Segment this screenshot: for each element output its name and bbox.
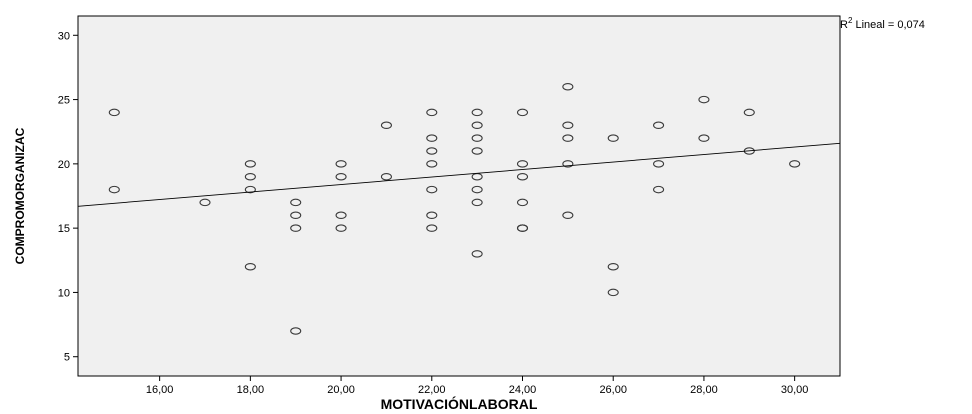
data-point [244, 172, 256, 181]
data-point [562, 211, 574, 220]
x-tick-label: 28,00 [690, 384, 718, 396]
y-tick-label: 25 [58, 95, 70, 107]
data-point [244, 160, 256, 168]
data-point [199, 198, 211, 207]
data-point [653, 185, 665, 194]
fit-line-label-prefix: R [840, 19, 848, 31]
data-point [426, 134, 438, 142]
data-point [335, 211, 347, 220]
y-tick-label: 5 [64, 352, 70, 364]
data-point [471, 198, 483, 207]
data-point [290, 327, 302, 335]
x-tick-label: 22,00 [418, 384, 446, 396]
data-point [471, 147, 483, 155]
data-point [471, 108, 483, 117]
data-point [653, 121, 665, 130]
data-point [562, 82, 574, 91]
data-point [426, 185, 438, 194]
y-tick-label: 20 [58, 159, 70, 171]
y-axis-title: COMPROMORGANIZAC [13, 127, 27, 264]
data-point [516, 198, 529, 207]
data-point [789, 160, 801, 168]
y-tick-label: 30 [58, 30, 70, 42]
data-point [743, 108, 755, 117]
data-point [698, 134, 710, 142]
data-point [516, 108, 529, 117]
data-point [562, 121, 574, 130]
data-point [471, 250, 483, 258]
x-tick-label: 26,00 [599, 384, 627, 396]
data-point [108, 108, 120, 117]
data-point [108, 185, 120, 194]
data-point [290, 198, 302, 207]
data-point [380, 121, 392, 130]
data-point [471, 185, 483, 194]
data-point [698, 95, 710, 104]
data-point [335, 172, 347, 181]
data-point [335, 224, 347, 232]
data-point [653, 160, 665, 168]
fit-line-label: R2 Lineal = 0,074 [840, 16, 925, 31]
x-tick-label: 30,00 [781, 384, 809, 396]
x-tick-label: 16,00 [146, 384, 174, 396]
plot-area [77, 15, 841, 377]
data-point [607, 134, 619, 142]
data-point [244, 185, 256, 194]
data-point [426, 147, 438, 155]
data-point [516, 172, 529, 181]
data-point [562, 160, 574, 168]
fit-line [77, 142, 841, 207]
fit-line-label-suffix: Lineal = 0,074 [852, 19, 924, 31]
x-tick-label: 20,00 [327, 384, 355, 396]
data-point [290, 224, 302, 232]
x-axis-title: MOTIVACIÓNLABORAL [381, 395, 538, 412]
y-tick-label: 15 [58, 223, 70, 235]
data-point [471, 121, 483, 130]
data-point [426, 211, 438, 220]
fit-line-label-sup: 2 [848, 16, 853, 25]
x-tick-label: 24,00 [509, 384, 537, 396]
data-point [607, 262, 619, 271]
data-point [426, 224, 438, 232]
data-point [426, 160, 438, 168]
data-point [335, 160, 347, 168]
data-point [516, 160, 529, 168]
data-point [562, 134, 574, 142]
data-point [607, 288, 619, 297]
x-tick-label: 18,00 [237, 384, 265, 396]
data-point [471, 134, 483, 142]
data-point [426, 108, 438, 117]
y-tick-label: 10 [58, 287, 70, 299]
data-point [244, 262, 256, 271]
y-axis: 5 10 15 20 25 30 [58, 30, 78, 364]
x-axis: 16,00 18,00 20,00 22,00 24,00 26,00 28,00 30,00 [146, 376, 809, 396]
data-point [380, 172, 392, 181]
data-point [516, 224, 529, 232]
data-point [290, 211, 302, 220]
